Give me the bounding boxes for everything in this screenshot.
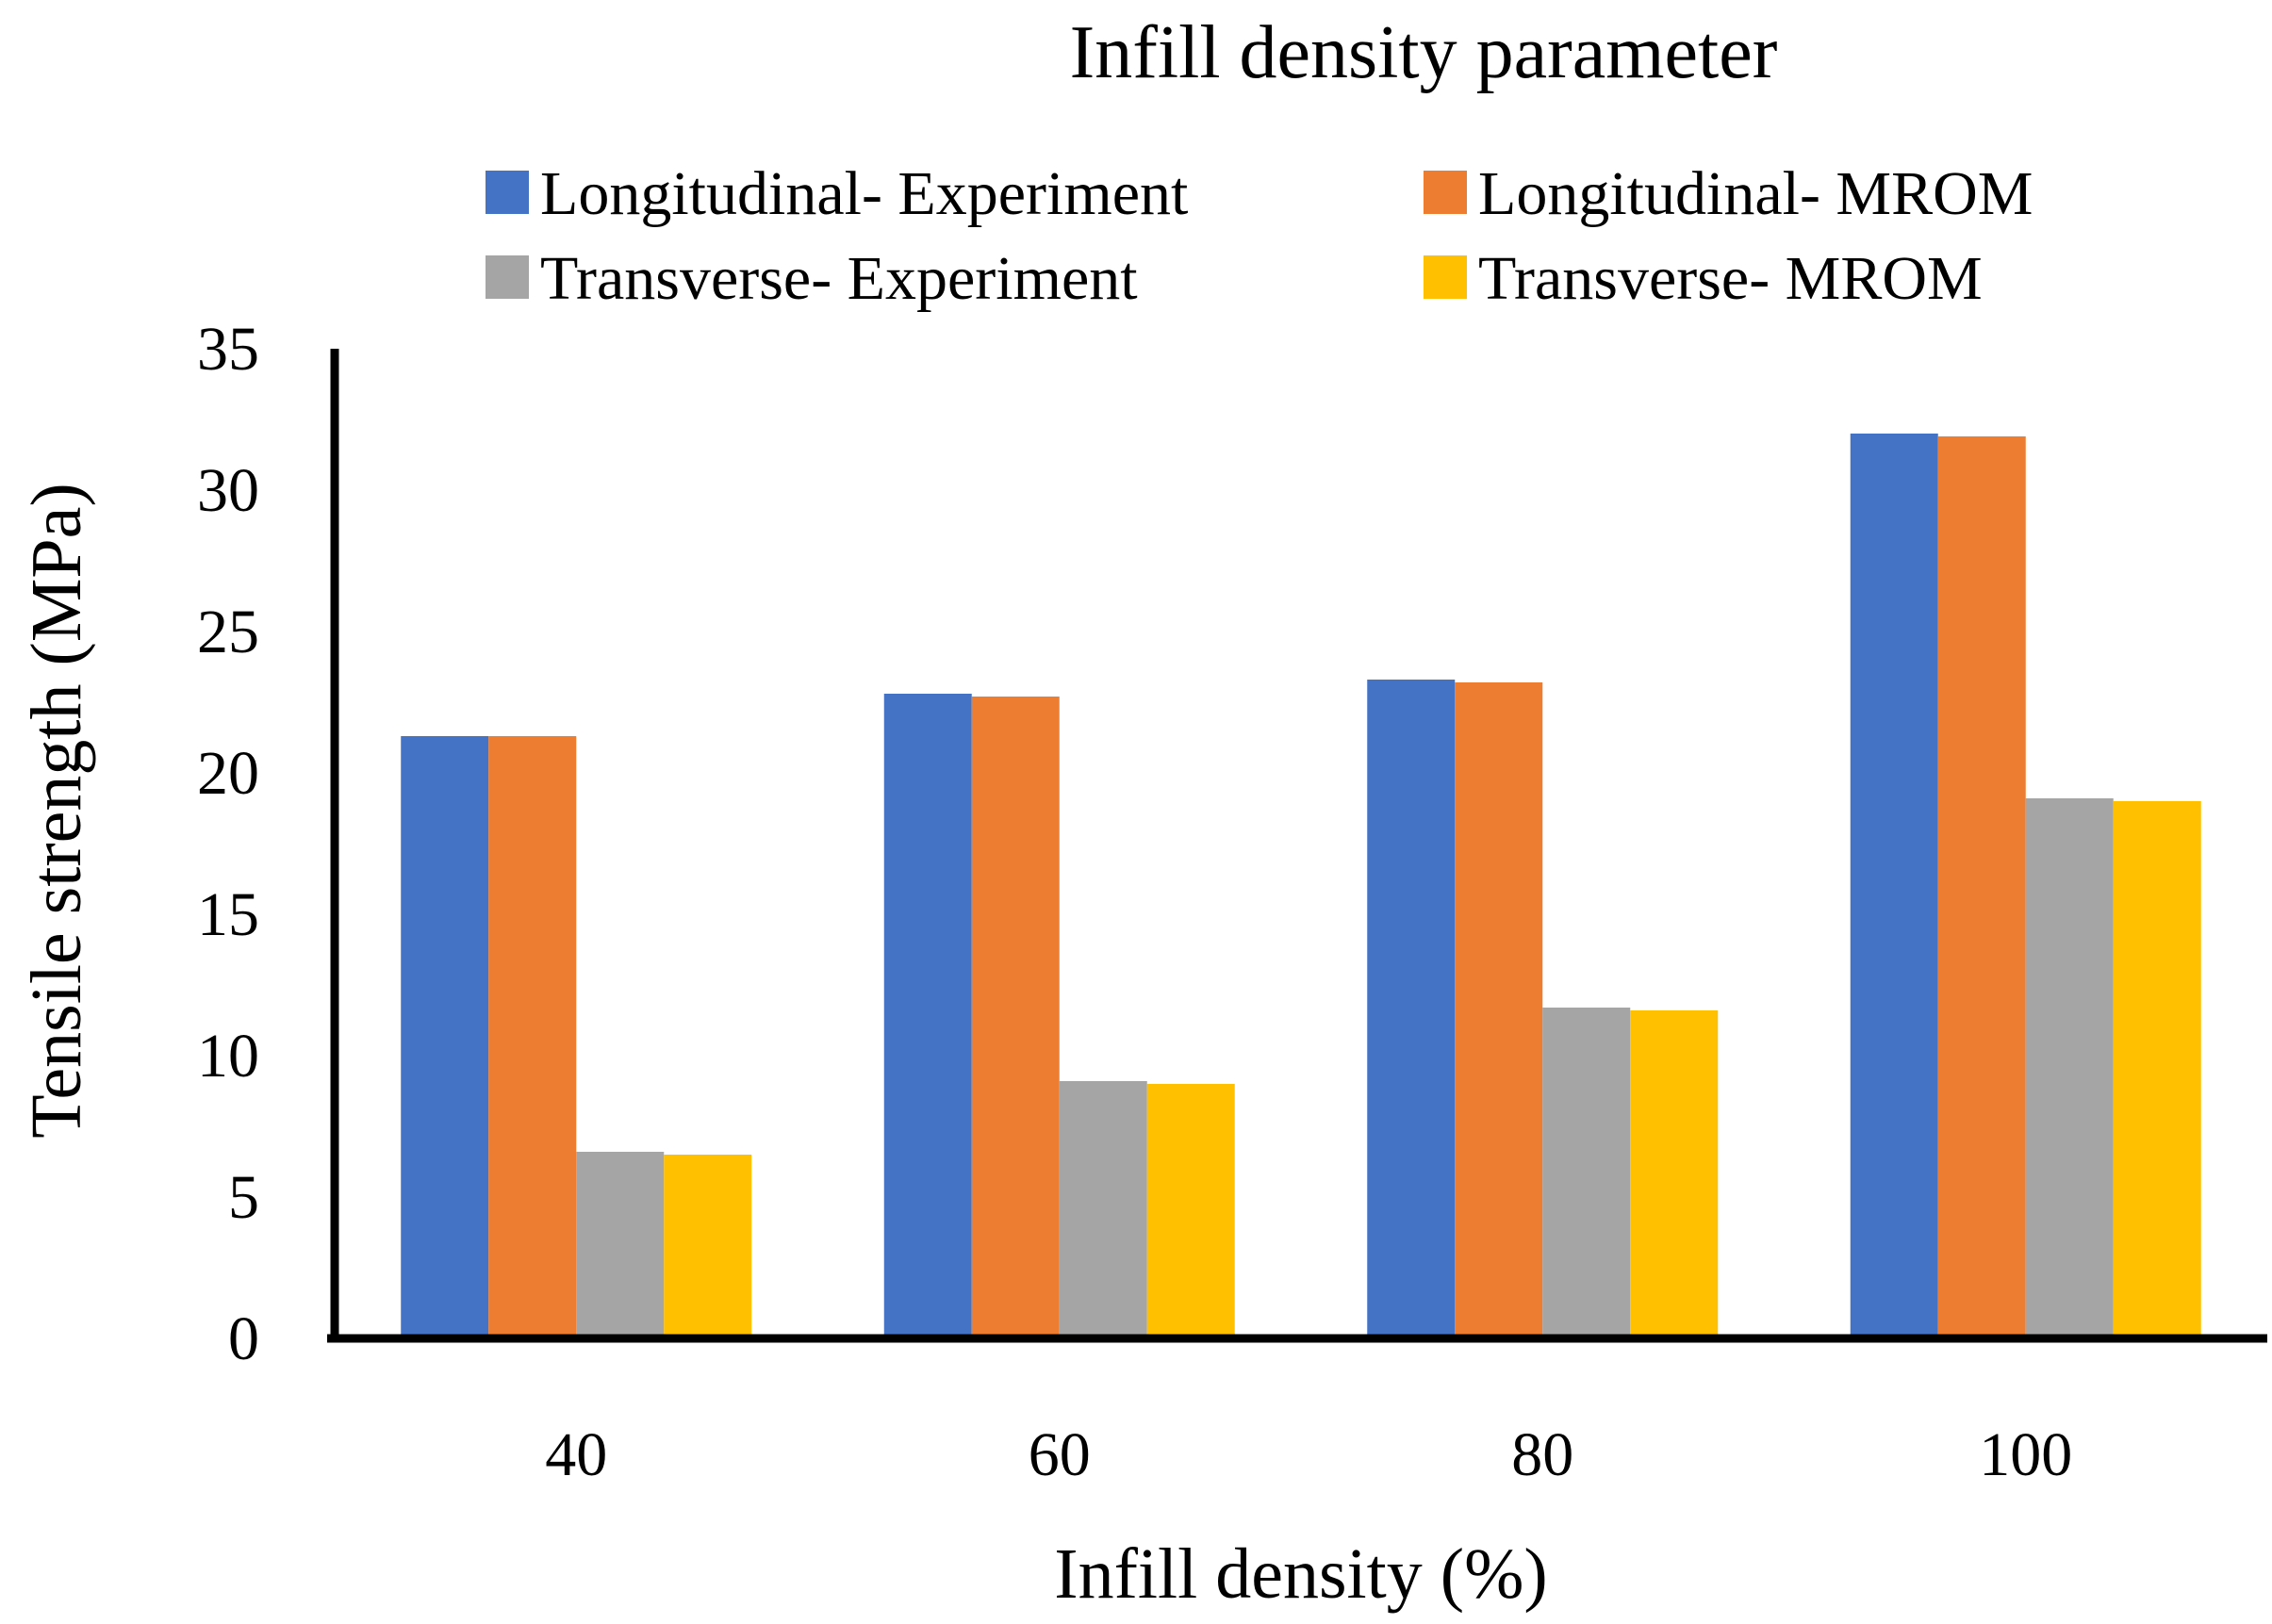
bar bbox=[1542, 1008, 1631, 1338]
legend-swatch bbox=[486, 255, 529, 299]
x-tick-label: 100 bbox=[1979, 1420, 2072, 1489]
y-tick-label: 35 bbox=[197, 315, 259, 384]
legend-label: Transverse- MROM bbox=[1478, 244, 1983, 313]
chart-title: Infill density parameter bbox=[1070, 11, 1778, 94]
bar bbox=[401, 736, 489, 1338]
legend-swatch bbox=[1424, 255, 1467, 299]
y-axis-title: Tensile strength (MPa) bbox=[17, 483, 96, 1138]
bar bbox=[664, 1155, 752, 1338]
y-tick-label: 20 bbox=[197, 739, 259, 808]
x-tick-label: 40 bbox=[545, 1420, 607, 1489]
bar bbox=[1367, 680, 1456, 1338]
bar bbox=[2113, 801, 2201, 1338]
y-axis-ticks: 0 5 10 15 20 25 30 35 bbox=[197, 315, 259, 1373]
x-tick-label: 60 bbox=[1029, 1420, 1091, 1489]
bars bbox=[401, 434, 2201, 1338]
y-tick-label: 5 bbox=[228, 1163, 259, 1232]
bar bbox=[1146, 1084, 1235, 1338]
bar bbox=[1059, 1081, 1147, 1338]
bar bbox=[488, 736, 577, 1338]
bar bbox=[971, 697, 1060, 1338]
legend-label: Transverse- Experiment bbox=[540, 244, 1138, 313]
bar bbox=[883, 694, 972, 1338]
y-tick-label: 10 bbox=[197, 1022, 259, 1091]
legend: Longitudinal- Experiment Longitudinal- MR… bbox=[486, 159, 2033, 313]
bar bbox=[2025, 798, 2114, 1338]
x-tick-label: 80 bbox=[1511, 1420, 1573, 1489]
y-tick-label: 25 bbox=[197, 598, 259, 666]
legend-swatch bbox=[486, 171, 529, 214]
legend-swatch bbox=[1424, 171, 1467, 214]
y-tick-label: 0 bbox=[228, 1304, 259, 1373]
legend-label: Longitudinal- Experiment bbox=[540, 159, 1188, 228]
bar bbox=[1937, 436, 2026, 1338]
x-axis-ticks: 40 60 80 100 bbox=[545, 1420, 2072, 1489]
y-tick-label: 15 bbox=[197, 880, 259, 949]
bar bbox=[1630, 1010, 1719, 1338]
x-axis-title: Infill density (%) bbox=[1054, 1534, 1547, 1614]
bar bbox=[576, 1152, 665, 1338]
legend-label: Longitudinal- MROM bbox=[1478, 159, 2033, 228]
bar bbox=[1850, 434, 1938, 1338]
bar bbox=[1455, 682, 1543, 1338]
y-tick-label: 30 bbox=[197, 456, 259, 525]
